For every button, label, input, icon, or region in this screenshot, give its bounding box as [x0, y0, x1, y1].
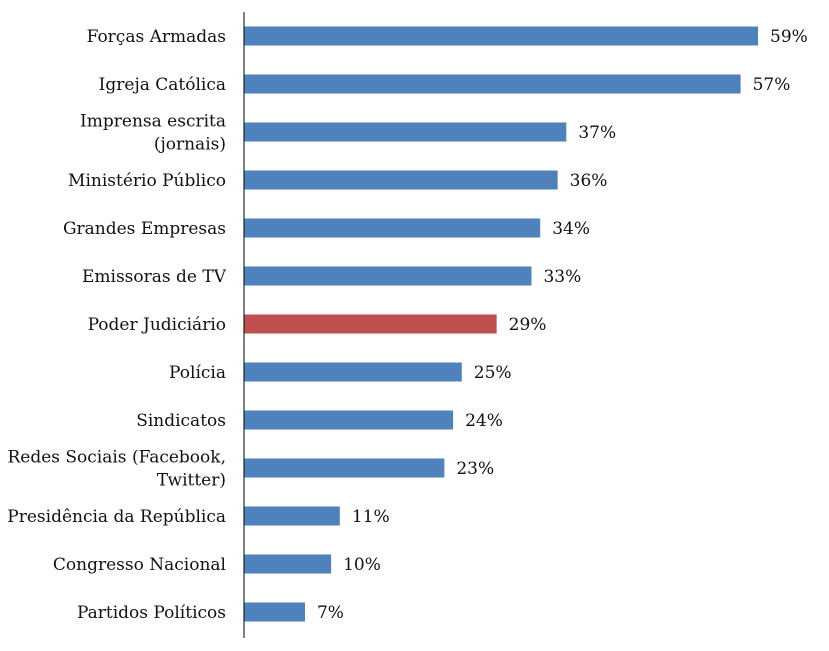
category-label: Imprensa escrita (jornais) — [80, 112, 226, 155]
category-label: Partidos Políticos — [77, 603, 226, 623]
data-label: 33% — [543, 267, 581, 287]
category-label: Igreja Católica — [99, 75, 226, 95]
category-label: Grandes Empresas — [63, 219, 226, 239]
bar — [244, 506, 340, 526]
bar — [244, 554, 332, 574]
bar — [244, 314, 497, 334]
data-label: 37% — [578, 123, 616, 143]
bar — [244, 602, 305, 622]
value-labels-group: 59% 57% 37% 36% 34% 33% 29% 25% 24% 23% 11% 10% 7% — [317, 27, 808, 623]
category-label-line: Redes Sociais (Facebook, — [7, 448, 226, 468]
data-label: 36% — [570, 171, 608, 191]
category-label: Emissoras de TV — [82, 267, 227, 287]
data-label: 10% — [343, 555, 381, 575]
category-label: Poder Judiciário — [88, 315, 226, 335]
category-label: Forças Armadas — [87, 27, 226, 47]
category-label: Presidência da República — [7, 507, 226, 527]
bar — [244, 218, 541, 238]
data-label: 24% — [465, 411, 503, 431]
bars-group — [244, 26, 758, 622]
bar — [244, 266, 532, 286]
data-label: 34% — [552, 219, 590, 239]
category-label-line: Igreja Católica — [99, 75, 226, 95]
category-label: Sindicatos — [136, 411, 226, 431]
category-label-line: Partidos Políticos — [77, 603, 226, 623]
data-label: 25% — [474, 363, 512, 383]
category-label-line: Forças Armadas — [87, 27, 226, 47]
category-label: Ministério Público — [68, 171, 226, 191]
category-label-line: Grandes Empresas — [63, 219, 226, 239]
data-label: 7% — [317, 603, 344, 623]
bar — [244, 458, 445, 478]
category-label-line: Poder Judiciário — [88, 315, 226, 335]
data-label: 29% — [509, 315, 547, 335]
category-label: Congresso Nacional — [53, 555, 226, 575]
category-label-line: Ministério Público — [68, 171, 226, 191]
category-label: Redes Sociais (Facebook, Twitter) — [7, 448, 226, 491]
bar — [244, 410, 454, 430]
category-label-line: Emissoras de TV — [82, 267, 227, 287]
bar — [244, 122, 567, 142]
category-label-line: Polícia — [169, 363, 226, 383]
category-label: Polícia — [169, 363, 226, 383]
data-label: 57% — [753, 75, 791, 95]
bar — [244, 362, 462, 382]
bar — [244, 74, 741, 94]
category-label-line: Congresso Nacional — [53, 555, 226, 575]
data-label: 23% — [456, 459, 494, 479]
category-label-line: Sindicatos — [136, 411, 226, 431]
category-label-line: (jornais) — [154, 135, 226, 155]
bar — [244, 26, 758, 46]
category-label-line: Presidência da República — [7, 507, 226, 527]
data-label: 59% — [770, 27, 808, 47]
category-label-line: Imprensa escrita — [80, 112, 226, 132]
category-labels-group: Forças Armadas Igreja Católica Imprensa es… — [7, 27, 226, 623]
bar — [244, 170, 558, 190]
data-label: 11% — [352, 507, 390, 527]
category-label-line: Twitter) — [157, 471, 226, 491]
